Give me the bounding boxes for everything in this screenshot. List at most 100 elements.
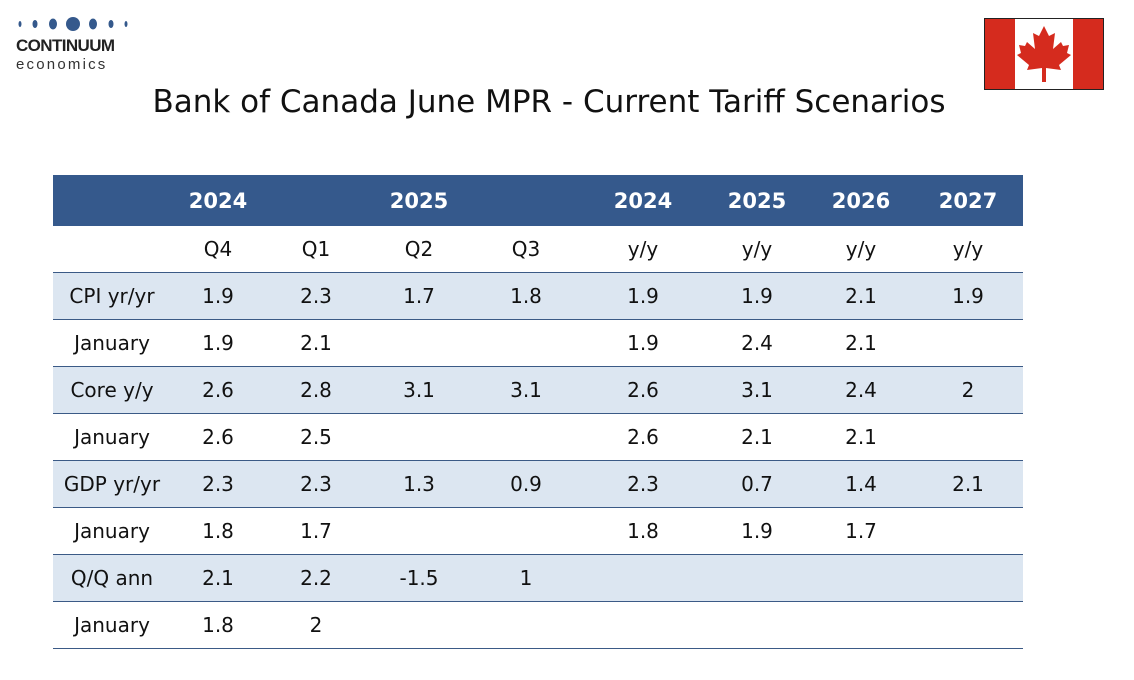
period-header-cell: Q2 (367, 226, 471, 273)
table-cell (367, 507, 471, 555)
year-header-cell: 2025 (727, 188, 787, 213)
table-cell (367, 319, 471, 367)
year-header-cell: 2024 (188, 188, 248, 213)
period-header-cell: y/y (809, 226, 913, 273)
table-cell: 3.1 (367, 366, 471, 414)
table-cell (809, 601, 913, 649)
table-cell: 2.8 (265, 366, 367, 414)
table-cell (705, 554, 809, 602)
table-cell: 2.1 (809, 272, 913, 320)
row-label: January (53, 507, 171, 555)
table-row: January 1.8 1.7 1.8 1.9 1.7 (53, 507, 1023, 555)
period-header-cell: y/y (913, 226, 1023, 273)
table-cell (471, 601, 581, 649)
table-cell (471, 507, 581, 555)
period-header-cell: Q1 (265, 226, 367, 273)
table-row: Core y/y 2.6 2.8 3.1 3.1 2.6 3.1 2.4 2 (53, 366, 1023, 414)
table-cell: 1.7 (265, 507, 367, 555)
table-cell: 1.9 (171, 272, 265, 320)
forecast-table: 2024 2025 2024 2025 2026 2027 Q4 Q1 Q2 Q… (53, 175, 1023, 649)
year-header-cell: 2027 (938, 188, 998, 213)
table-cell: 1.9 (705, 272, 809, 320)
table-cell: 0.9 (471, 460, 581, 508)
table-cell (367, 413, 471, 461)
row-label: GDP yr/yr (53, 460, 171, 508)
table-cell: 1.9 (913, 272, 1023, 320)
table-cell: 1.4 (809, 460, 913, 508)
table-cell: 1.3 (367, 460, 471, 508)
year-header-cell: 2024 (613, 188, 673, 213)
year-header-cell: 2025 (389, 188, 449, 213)
table-cell: 2.1 (913, 460, 1023, 508)
period-header-cell: y/y (705, 226, 809, 273)
year-header-cell: 2026 (831, 188, 891, 213)
table-cell: 2.6 (171, 413, 265, 461)
table-cell: 2.1 (705, 413, 809, 461)
row-label: Q/Q ann (53, 554, 171, 602)
table-cell: 2.3 (265, 460, 367, 508)
row-label: January (53, 601, 171, 649)
page-title: Bank of Canada June MPR - Current Tariff… (152, 84, 946, 120)
table-row: Q/Q ann 2.1 2.2 -1.5 1 (53, 554, 1023, 602)
table-cell: 1.9 (705, 507, 809, 555)
table-cell (471, 319, 581, 367)
table-cell (581, 601, 705, 649)
table-cell: 1 (471, 554, 581, 602)
table-cell (705, 601, 809, 649)
logo-subtitle: economics (16, 56, 108, 73)
table-cell: 1.9 (581, 319, 705, 367)
table-cell: 1.7 (367, 272, 471, 320)
table-cell: 1.8 (581, 507, 705, 555)
year-header-cell (265, 175, 367, 226)
table-cell: 2.3 (581, 460, 705, 508)
table-cell (809, 554, 913, 602)
table-cell: 2 (913, 366, 1023, 414)
table-row: January 1.8 2 (53, 601, 1023, 649)
table-cell: 2.1 (809, 413, 913, 461)
period-header-cell: y/y (581, 226, 705, 273)
period-header-row: Q4 Q1 Q2 Q3 y/y y/y y/y y/y (53, 226, 1023, 273)
table-cell: 1.8 (171, 601, 265, 649)
table-cell: 1.9 (581, 272, 705, 320)
table-cell (913, 601, 1023, 649)
table-row: January 1.9 2.1 1.9 2.4 2.1 (53, 319, 1023, 367)
table-cell (913, 507, 1023, 555)
table-cell: 1.9 (171, 319, 265, 367)
row-label: CPI yr/yr (53, 272, 171, 320)
table-cell: 2.1 (265, 319, 367, 367)
table-cell: 3.1 (705, 366, 809, 414)
table-cell: 2.3 (171, 460, 265, 508)
year-header-row: 2024 2025 2024 2025 2026 2027 (53, 175, 1023, 226)
table-cell: 2.1 (809, 319, 913, 367)
table-cell: 3.1 (471, 366, 581, 414)
table-cell: 2.1 (171, 554, 265, 602)
table-cell: 2.4 (705, 319, 809, 367)
row-label: January (53, 319, 171, 367)
table-cell: 1.8 (471, 272, 581, 320)
logo-brand: CONTINUUM (16, 36, 115, 55)
table-cell: 2.2 (265, 554, 367, 602)
table-cell: 2.6 (581, 366, 705, 414)
table-cell (913, 413, 1023, 461)
continuum-logo: CONTINUUM economics (14, 16, 144, 76)
table-cell (913, 554, 1023, 602)
period-header-cell (53, 226, 171, 273)
canada-flag-icon (984, 18, 1104, 90)
table-row: CPI yr/yr 1.9 2.3 1.7 1.8 1.9 1.9 2.1 1.… (53, 272, 1023, 320)
year-header-cell (471, 175, 581, 226)
table-cell (913, 319, 1023, 367)
period-header-cell: Q3 (471, 226, 581, 273)
logo-dots-icon (18, 17, 128, 31)
table-cell: 2.6 (581, 413, 705, 461)
table-cell: 2.4 (809, 366, 913, 414)
table-cell: 2.6 (171, 366, 265, 414)
row-label: Core y/y (53, 366, 171, 414)
table-cell: 1.7 (809, 507, 913, 555)
table-cell: 2.5 (265, 413, 367, 461)
table-cell: -1.5 (367, 554, 471, 602)
table-cell: 2 (265, 601, 367, 649)
table-row: GDP yr/yr 2.3 2.3 1.3 0.9 2.3 0.7 1.4 2.… (53, 460, 1023, 508)
table-cell (581, 554, 705, 602)
table-cell (367, 601, 471, 649)
table-row: January 2.6 2.5 2.6 2.1 2.1 (53, 413, 1023, 461)
